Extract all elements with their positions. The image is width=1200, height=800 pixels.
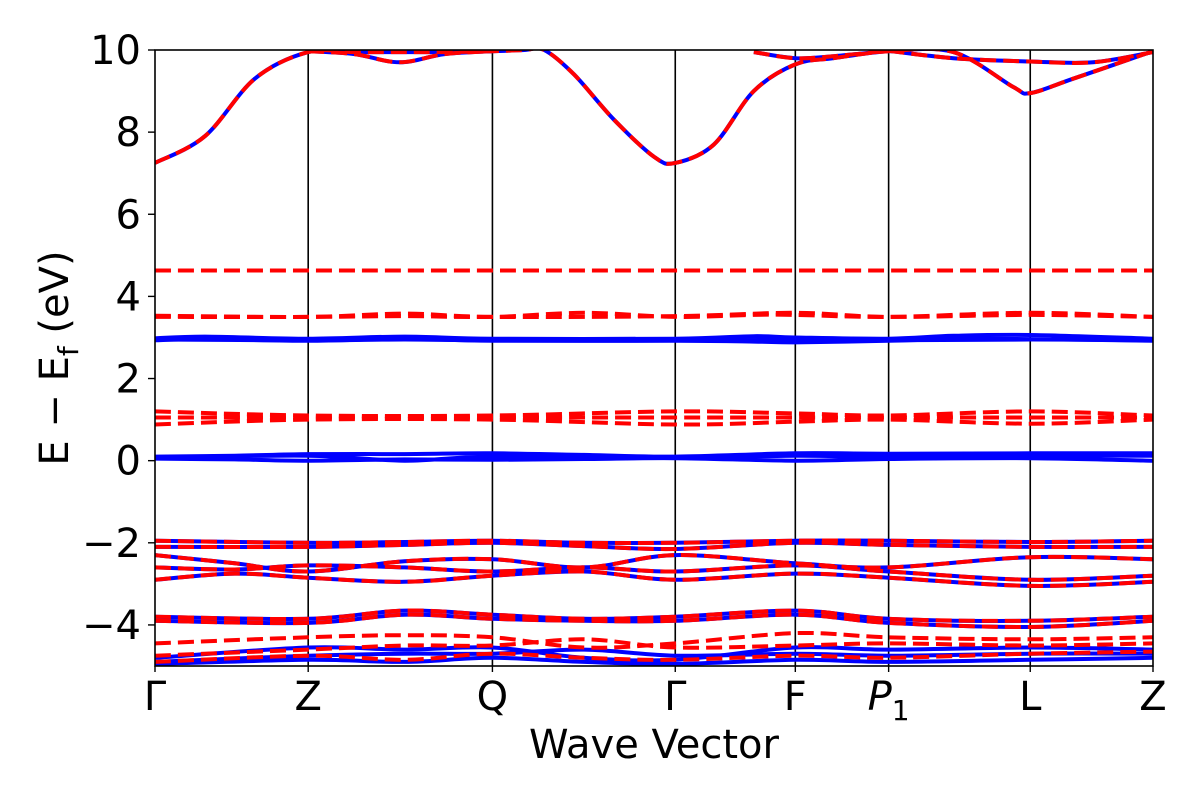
band-dashed-18 bbox=[155, 637, 1153, 658]
band-dashed-1 bbox=[308, 50, 493, 65]
x-tick-label-4: F bbox=[784, 674, 807, 720]
band-solid-18 bbox=[155, 647, 1153, 664]
y-tick-label-6: 8 bbox=[116, 110, 141, 156]
band-solid-5 bbox=[155, 332, 1153, 341]
band-solid-19 bbox=[155, 655, 1153, 666]
band-solid-6 bbox=[155, 336, 1153, 345]
band-dashed-10 bbox=[155, 538, 1153, 546]
x-tick-label-main-6: L bbox=[1019, 674, 1042, 720]
x-tick-label-7: Z bbox=[1139, 674, 1166, 720]
band-dashed-13 bbox=[155, 563, 1153, 582]
band-dashed-12 bbox=[155, 553, 1153, 574]
x-tick-label-5: P1 bbox=[868, 674, 910, 727]
band-dashed-19 bbox=[155, 649, 1153, 664]
x-tick-label-main-1: Z bbox=[294, 674, 321, 720]
band-dashed-9 bbox=[155, 417, 1153, 427]
plot-area bbox=[155, 50, 1153, 666]
band-dashed-16 bbox=[155, 612, 1153, 630]
x-tick-label-1: Z bbox=[294, 674, 321, 720]
x-axis-label: Wave Vector bbox=[529, 722, 780, 768]
band-dashed-6 bbox=[155, 310, 1153, 320]
y-axis-ticks: −4 −2 0 2 4 6 8 10 bbox=[82, 28, 155, 649]
band-dashed-3 bbox=[888, 50, 1153, 65]
kpoint-separator-lines bbox=[307, 50, 1032, 666]
band-solid-9 bbox=[155, 453, 1153, 463]
y-axis-label-subscript: f bbox=[52, 345, 85, 356]
band-lines bbox=[155, 50, 1153, 666]
y-tick-label-7: 10 bbox=[90, 28, 141, 74]
band-dashed-14 bbox=[155, 569, 1153, 588]
x-tick-label-main-3: Γ bbox=[664, 674, 687, 720]
series-solid bbox=[155, 50, 1153, 666]
y-tick-label-5: 6 bbox=[116, 192, 141, 238]
band-dashed-15 bbox=[155, 608, 1153, 623]
x-tick-label-sub-5: 1 bbox=[892, 694, 910, 727]
series-dashed bbox=[155, 50, 1153, 664]
x-axis-ticks: Γ Z Q Γ F P1 L Z bbox=[144, 666, 1167, 727]
x-tick-label-main-0: Γ bbox=[144, 674, 167, 720]
x-tick-label-2: Q bbox=[477, 674, 508, 720]
x-tick-label-main-7: Z bbox=[1139, 674, 1166, 720]
x-tick-label-0: Γ bbox=[144, 674, 167, 720]
y-tick-label-1: −2 bbox=[82, 521, 141, 567]
plot-frame bbox=[154, 49, 1154, 667]
y-tick-label-0: −4 bbox=[82, 603, 141, 649]
band-dashed-2 bbox=[753, 50, 889, 61]
y-axis-label-prefix: E − E bbox=[32, 356, 78, 466]
y-tick-label-3: 2 bbox=[116, 357, 141, 403]
y-tick-label-4: 4 bbox=[116, 274, 141, 320]
band-dashed-11 bbox=[155, 540, 1153, 552]
band-dashed-17 bbox=[155, 630, 1153, 650]
x-tick-label-main-2: Q bbox=[477, 674, 508, 720]
x-tick-label-main-5: P bbox=[868, 674, 893, 720]
y-tick-label-2: 0 bbox=[116, 439, 141, 485]
y-axis-label: E − Ef (eV) bbox=[32, 250, 85, 465]
y-axis-label-suffix: (eV) bbox=[32, 250, 78, 346]
x-tick-label-6: L bbox=[1019, 674, 1042, 720]
x-tick-label-main-4: F bbox=[784, 674, 807, 720]
x-tick-label-3: Γ bbox=[664, 674, 687, 720]
